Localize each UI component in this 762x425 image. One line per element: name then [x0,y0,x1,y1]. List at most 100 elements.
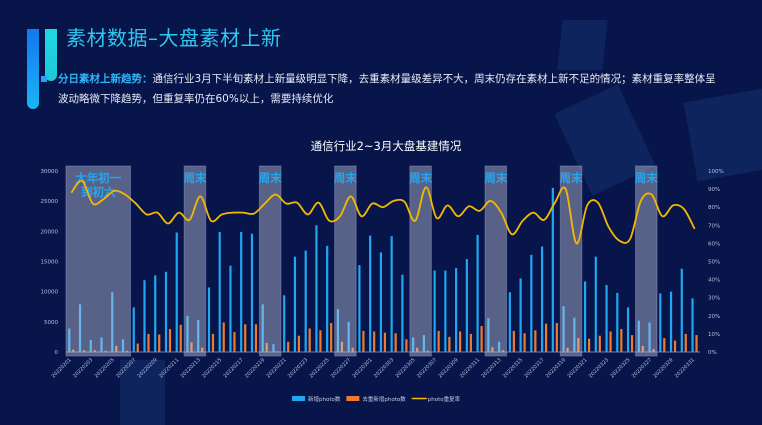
dedup-photo-bar [276,351,279,352]
dedup-photo-bar [523,333,526,352]
dedup-photo-bar [620,329,623,352]
new-photo-bar [680,268,683,352]
x-tick-label: 20220323 [588,357,610,379]
dedup-photo-bar [684,333,687,352]
dedup-photo-bar [544,323,548,352]
y-right-tick-label: 70% [708,223,720,229]
new-photo-bar [78,304,82,352]
band-label: 周末 [635,171,658,185]
x-tick-label: 20220319 [545,357,567,379]
dedup-photo-bar [340,341,344,352]
y-right-tick-label: 80% [708,205,720,211]
new-photo-bar [358,265,361,352]
new-photo-bar [476,234,479,352]
new-photo-bar [326,245,329,352]
new-photo-bar [218,231,221,352]
new-photo-bar [100,337,103,352]
y-right-tick-label: 10% [708,332,720,338]
new-photo-bar [562,306,565,352]
x-tick-label: 20220211 [158,357,180,379]
new-photo-bar [68,328,71,352]
new-photo-bar [111,292,114,352]
dedup-photo-bar [72,349,75,352]
new-photo-bar [691,298,694,352]
new-photo-bar [283,295,286,352]
y-left-tick-label: 15000 [41,260,59,266]
x-tick-label: 20220331 [674,357,696,379]
band-label: 周末 [484,171,507,185]
x-tick-label: 20220301 [351,357,373,379]
x-tick-label: 20220325 [609,357,631,379]
band-label: 周末 [183,171,206,185]
x-tick-label: 20220201 [51,357,73,379]
dedup-photo-bar [115,345,118,352]
summary-label: 分日素材上新趋势： [58,73,153,85]
y-right-tick-label: 60% [708,241,720,247]
new-photo-bar [412,337,415,352]
dedup-photo-bar [211,333,215,352]
new-photo-bar [583,281,587,352]
x-tick-label: 20220227 [330,357,352,379]
y-right-tick-label: 20% [708,314,720,320]
legend-swatch [292,396,305,401]
new-photo-bar [390,236,393,352]
x-tick-label: 20220203 [72,357,94,379]
new-photo-bar [540,246,544,352]
chart-title: 通信行业2~3月大盘基建情况 [311,139,462,153]
dedup-photo-bar [330,323,333,352]
x-tick-label: 20220327 [631,357,653,379]
band-label: 大年初一 [75,171,121,185]
new-photo-bar [605,285,608,352]
dedup-photo-bar [448,336,451,352]
new-photo-bar [455,268,458,352]
new-photo-bar [465,259,468,352]
new-photo-bar [175,232,178,352]
x-tick-label: 20220317 [523,357,545,379]
x-tick-label: 20220307 [416,357,438,379]
y-right-tick-label: 30% [708,296,720,302]
dedup-photo-bar [577,338,580,352]
dedup-photo-bar [222,322,225,352]
new-photo-bar [669,291,673,352]
x-tick-label: 20220223 [287,357,309,379]
highlight-band [183,165,207,357]
new-photo-bar [444,270,447,352]
dedup-photo-bar [673,340,677,352]
highlight-band [409,165,432,357]
new-photo-bar [626,307,630,352]
new-photo-bar [594,256,597,352]
background-decoration [120,360,165,425]
legend-label: photo重复率 [428,395,461,403]
dedup-photo-bar [254,324,258,352]
summary-text: 分日素材上新趋势：通信行业3月下半旬素材上新量级明显下降，去重素材量级差异不大，… [58,69,718,109]
dedup-photo-bar [265,342,268,352]
new-photo-bar [379,252,382,352]
new-photo-bar [121,339,125,352]
y-right-tick-label: 40% [708,278,720,284]
new-photo-bar [272,344,275,352]
new-photo-bar [648,322,651,352]
x-tick-label: 20220329 [652,357,674,379]
new-photo-bar [229,265,232,352]
new-photo-bar [616,292,619,352]
dedup-photo-bar [652,348,655,352]
dedup-photo-bar [512,330,515,352]
x-tick-label: 20220217 [222,357,244,379]
dedup-photo-bar [598,335,601,352]
x-tick-label: 20220213 [179,357,201,379]
dedup-photo-bar [168,329,172,352]
dedup-photo-bar [480,326,483,352]
new-photo-bar [89,339,92,352]
dedup-photo-bar [534,330,537,352]
new-photo-bar [240,231,243,352]
x-tick-label: 20220311 [459,357,481,379]
legend-label: 去重新增photo数 [362,395,406,403]
new-photo-bar [336,309,340,352]
dedup-photo-bar [244,324,247,352]
dedup-photo-bar [394,333,397,352]
title-accent-bar [27,29,39,109]
new-photo-bar [433,270,436,352]
x-tick-label: 20220309 [437,357,459,379]
dedup-photo-bar [373,331,376,352]
new-photo-bar [637,320,640,352]
